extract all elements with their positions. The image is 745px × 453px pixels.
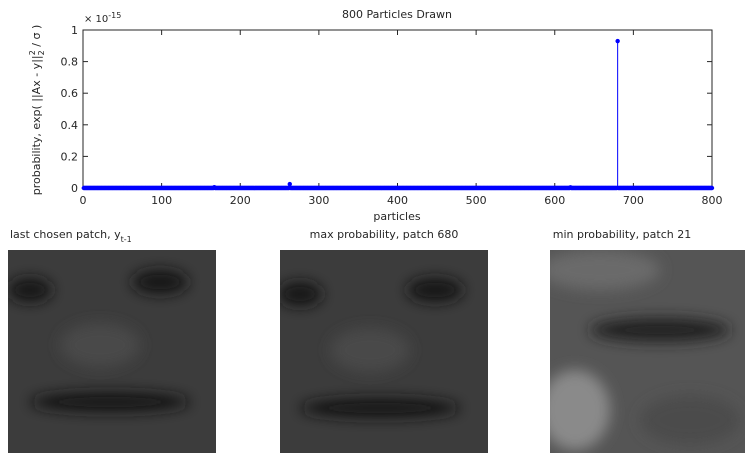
- patch-title-main: last chosen patch, y: [10, 228, 121, 241]
- patch-title: min probability, patch 21: [553, 228, 691, 241]
- stem-marker: [615, 38, 620, 44]
- patch-title: last chosen patch, yt-1: [10, 228, 132, 244]
- y-multiplier: × 10-15: [84, 11, 121, 25]
- x-tick-label: 500: [466, 194, 487, 207]
- x-tick-label: 100: [151, 194, 172, 207]
- y-tick-label: 0.2: [61, 150, 79, 163]
- x-tick-label: 600: [544, 194, 565, 207]
- y-label-sub: 2: [37, 50, 46, 55]
- x-tick-label: 300: [308, 194, 329, 207]
- x-tick-label: 800: [702, 194, 723, 207]
- multiplier-power: -15: [108, 11, 121, 20]
- stem-marker: [287, 181, 292, 187]
- patch-title-sub: t-1: [121, 235, 132, 244]
- y-label-tail: / σ ): [30, 25, 43, 50]
- stem-marker: [709, 185, 715, 191]
- x-tick-label: 700: [623, 194, 644, 207]
- multiplier-base: × 10: [84, 14, 108, 25]
- x-tick-label: 200: [230, 194, 251, 207]
- y-axis-label: probability, exp( ||Ax - y||22 / σ ): [28, 25, 46, 196]
- y-tick-label: 0.6: [61, 87, 79, 100]
- patch-title: max probability, patch 680: [310, 228, 459, 241]
- y-tick-label: 1: [71, 24, 78, 37]
- patch-image: [8, 250, 216, 453]
- y-label-sup: 2: [28, 50, 37, 55]
- y-label-main: probability, exp( ||Ax - y||: [30, 55, 43, 195]
- y-tick-label: 0.4: [61, 119, 79, 132]
- x-tick-label: 0: [80, 194, 87, 207]
- x-axis-label: particles: [373, 210, 420, 223]
- chart-title: 800 Particles Drawn: [342, 8, 452, 21]
- x-tick-label: 400: [387, 194, 408, 207]
- patch-image: [550, 250, 745, 453]
- y-tick-label: 0.8: [61, 56, 79, 69]
- patch-image: [280, 250, 488, 453]
- y-tick-label: 0: [71, 182, 78, 195]
